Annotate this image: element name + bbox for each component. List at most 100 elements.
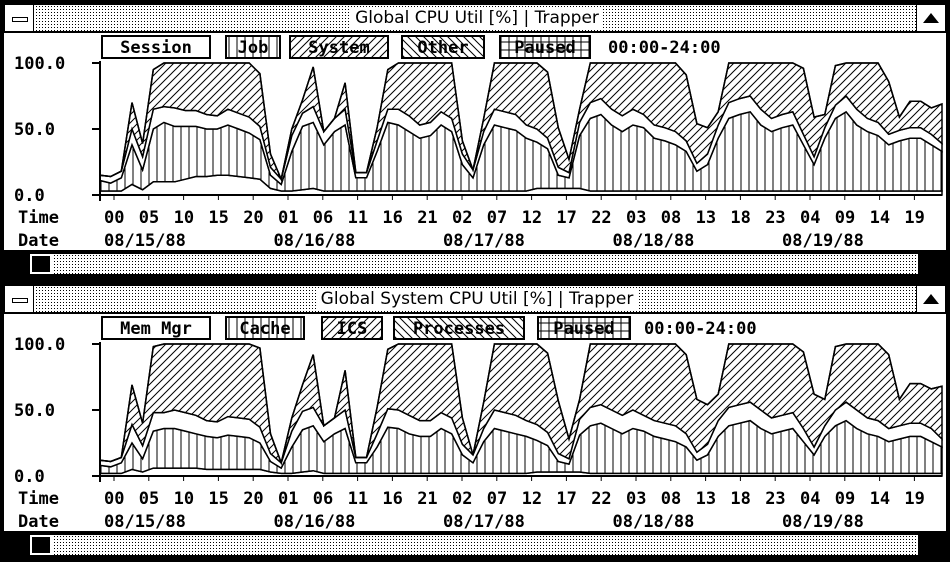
time-tick-label: 21 <box>417 208 437 228</box>
time-tick-label: 02 <box>452 208 472 228</box>
time-tick-label: 11 <box>348 208 368 228</box>
cpu-util-chart: Session Job System Other Paused 00:00-24:00 10… <box>14 35 943 250</box>
legend-item-processes: Processes <box>393 316 525 340</box>
y-tick-label: 50.0 <box>14 401 55 421</box>
date-tick-label: 08/16/88 <box>274 231 356 250</box>
time-tick-label: 06 <box>313 208 333 228</box>
scroll-thumb[interactable] <box>30 254 52 274</box>
time-tick-label: 11 <box>348 489 368 509</box>
time-axis-label: Time <box>18 208 59 228</box>
time-tick-label: 14 <box>870 208 890 228</box>
maximize-button[interactable] <box>916 285 946 313</box>
time-tick-label: 14 <box>870 489 890 509</box>
y-tick-label: 0.0 <box>14 467 45 487</box>
date-tick-label: 08/18/88 <box>613 512 695 531</box>
time-tick-label: 07 <box>487 489 507 509</box>
system-cpu-util-chart: Mem Mgr Cache ICS Processes Paused 00:00-24:0… <box>14 316 943 531</box>
system-menu-button[interactable] <box>4 285 34 313</box>
legend-label: Other <box>417 38 468 58</box>
date-tick-label: 08/17/88 <box>443 512 525 531</box>
date-axis-label: Date <box>18 231 59 250</box>
time-tick-label: 04 <box>800 208 820 228</box>
legend-item-session: Session <box>101 35 211 59</box>
legend-label: Processes <box>413 319 505 339</box>
legend-item-other: Other <box>401 35 485 59</box>
time-tick-label: 18 <box>730 208 750 228</box>
legend-item-job: Job <box>225 35 281 59</box>
legend-item-paused: Paused <box>499 35 591 59</box>
time-tick-label: 22 <box>591 208 611 228</box>
time-tick-label: 20 <box>243 489 263 509</box>
time-tick-label: 03 <box>626 489 646 509</box>
legend-label: Paused <box>553 319 614 339</box>
legend-label: Paused <box>514 38 575 58</box>
date-tick-label: 08/15/88 <box>104 231 186 250</box>
date-tick-label: 08/15/88 <box>104 512 186 531</box>
time-tick-label: 23 <box>765 489 785 509</box>
y-tick-label: 100.0 <box>14 335 65 355</box>
date-tick-label: 08/19/88 <box>782 231 864 250</box>
time-tick-label: 08 <box>661 489 681 509</box>
cpu-util-window: Global CPU Util [%] | Trapper Session Job… <box>4 4 946 276</box>
date-tick-label: 08/17/88 <box>443 231 525 250</box>
time-axis-label: Time <box>18 489 59 509</box>
time-tick-label: 16 <box>382 208 402 228</box>
time-tick-label: 22 <box>591 489 611 509</box>
legend-item-ics: ICS <box>321 316 383 340</box>
time-tick-label: 00 <box>104 208 124 228</box>
window-title: Global System CPU Util [%] | Trapper <box>40 285 914 313</box>
horizontal-scrollbar[interactable] <box>4 252 946 276</box>
date-axis-label: Date <box>18 512 59 531</box>
time-tick-label: 13 <box>696 489 716 509</box>
time-tick-label: 19 <box>904 208 924 228</box>
time-tick-label: 05 <box>139 489 159 509</box>
date-tick-label: 08/18/88 <box>613 231 695 250</box>
legend-item-paused: Paused <box>537 316 631 340</box>
time-tick-label: 17 <box>556 489 576 509</box>
chart-area: Mem Mgr Cache ICS Processes Paused 00:00-24:0… <box>4 314 946 531</box>
scroll-thumb[interactable] <box>30 535 52 555</box>
time-tick-label: 09 <box>835 208 855 228</box>
time-tick-label: 17 <box>556 208 576 228</box>
system-menu-button[interactable] <box>4 4 34 32</box>
date-tick-label: 08/19/88 <box>782 512 864 531</box>
time-tick-label: 00 <box>104 489 124 509</box>
scroll-right-arrow[interactable] <box>922 535 944 555</box>
legend-label: Job <box>238 38 269 58</box>
time-tick-label: 10 <box>174 489 194 509</box>
time-tick-label: 19 <box>904 489 924 509</box>
series-area-paused <box>99 62 943 182</box>
time-tick-label: 20 <box>243 208 263 228</box>
time-tick-label: 12 <box>522 489 542 509</box>
time-tick-label: 21 <box>417 489 437 509</box>
time-tick-label: 01 <box>278 489 298 509</box>
scroll-track[interactable] <box>32 535 918 555</box>
chart-area: Session Job System Other Paused 00:00-24:00 10… <box>4 33 946 250</box>
scroll-left-arrow[interactable] <box>6 535 28 555</box>
time-tick-label: 07 <box>487 208 507 228</box>
window-title: Global CPU Util [%] | Trapper <box>40 4 914 32</box>
time-tick-label: 18 <box>730 489 750 509</box>
legend-label: System <box>308 38 369 58</box>
horizontal-scrollbar[interactable] <box>4 533 946 557</box>
window-title-text: Global System CPU Util [%] | Trapper <box>316 289 638 309</box>
legend-label: Session <box>120 38 192 58</box>
time-tick-label: 08 <box>661 208 681 228</box>
system-cpu-util-window: Global System CPU Util [%] | Trapper Mem… <box>0 281 950 562</box>
time-tick-label: 03 <box>626 208 646 228</box>
time-range-label: 00:00-24:00 <box>608 38 721 58</box>
time-tick-label: 15 <box>208 489 228 509</box>
legend-item-cache: Cache <box>225 316 305 340</box>
date-tick-label: 08/16/88 <box>274 512 356 531</box>
time-tick-label: 02 <box>452 489 472 509</box>
maximize-button[interactable] <box>916 4 946 32</box>
scroll-track[interactable] <box>32 254 918 274</box>
legend-label: Mem Mgr <box>120 319 192 339</box>
time-range-label: 00:00-24:00 <box>644 319 757 339</box>
time-tick-label: 16 <box>382 489 402 509</box>
time-tick-label: 15 <box>208 208 228 228</box>
window-title-text: Global CPU Util [%] | Trapper <box>351 8 603 28</box>
time-tick-label: 23 <box>765 208 785 228</box>
scroll-left-arrow[interactable] <box>6 254 28 274</box>
scroll-right-arrow[interactable] <box>922 254 944 274</box>
